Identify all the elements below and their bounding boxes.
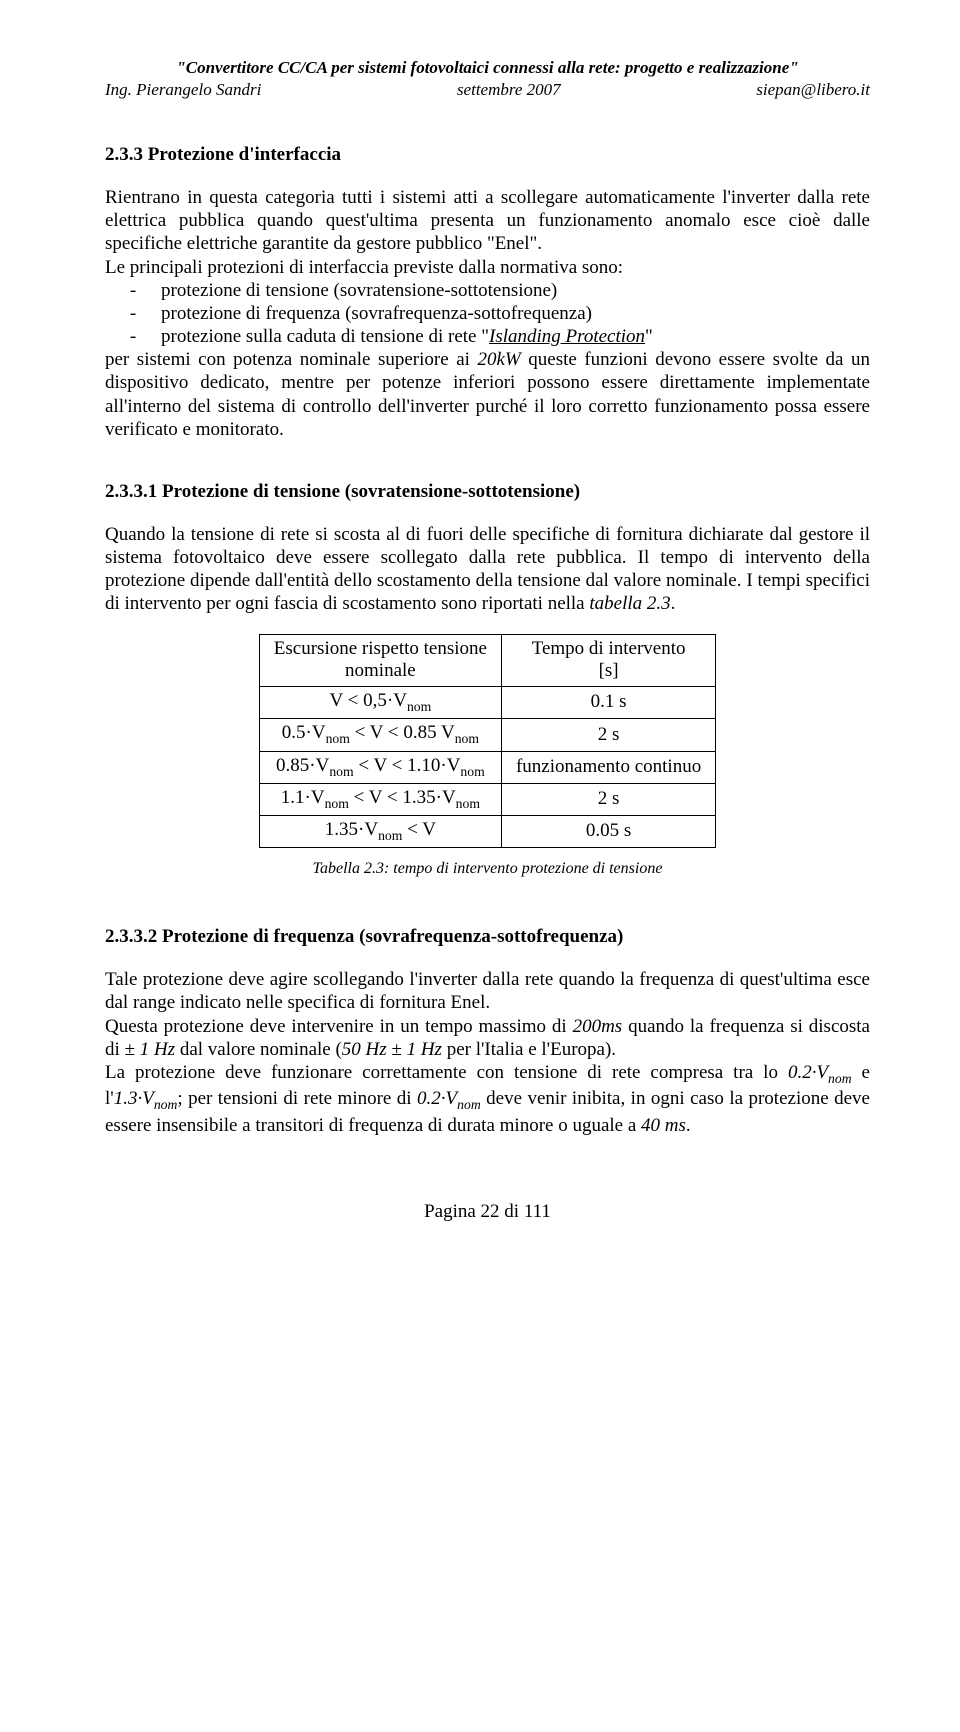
text: Escursione rispetto tensione xyxy=(274,638,487,659)
header-subtitle: Ing. Pierangelo Sandri settembre 2007 si… xyxy=(105,80,870,100)
sub: nom xyxy=(329,763,353,778)
list-item: - protezione sulla caduta di tensione di… xyxy=(105,325,870,348)
voltage-value: 0.2·V xyxy=(788,1062,828,1083)
power-value: 20kW xyxy=(477,349,520,370)
table-cell-time: 0.1 s xyxy=(501,687,715,719)
table-row: 1.35·Vnom < V 0.05 s xyxy=(259,816,715,848)
text: per l'Italia e l'Europa). xyxy=(442,1039,616,1060)
header-author: Ing. Pierangelo Sandri xyxy=(105,80,261,100)
table-cell-range: 1.1·Vnom < V < 1.35·Vnom xyxy=(259,783,501,815)
text: < V xyxy=(402,819,436,840)
table-cell-range: 0.85·Vnom < V < 1.10·Vnom xyxy=(259,751,501,783)
table-caption: Tabella 2.3: tempo di intervento protezi… xyxy=(105,860,870,878)
list-item-1: protezione di tensione (sovratensione-so… xyxy=(161,279,870,302)
table-row: 0.5·Vnom < V < 0.85 Vnom 2 s xyxy=(259,719,715,751)
sub: nom xyxy=(378,828,402,843)
text: 1.1·V xyxy=(281,787,325,808)
text: Questa protezione deve intervenire in un… xyxy=(105,1016,573,1037)
sub: nom xyxy=(460,763,484,778)
freq-value: 50 Hz ± 1 Hz xyxy=(342,1039,442,1060)
list-item-3: protezione sulla caduta di tensione di r… xyxy=(161,325,870,348)
list-dash: - xyxy=(105,302,161,325)
table-header-excursion: Escursione rispetto tensione nominale xyxy=(259,634,501,687)
text: < V < 1.10·V xyxy=(354,755,461,776)
text: Tale protezione deve agire scollegando l… xyxy=(105,969,870,1013)
table-cell-range: 0.5·Vnom < V < 0.85 Vnom xyxy=(259,719,501,751)
section-2-3-3-1-heading: 2.3.3.1 Protezione di tensione (sovraten… xyxy=(105,481,870,503)
header-title: "Convertitore CC/CA per sistemi fotovolt… xyxy=(105,58,870,78)
section-2-3-3-2-heading: 2.3.3.2 Protezione di frequenza (sovrafr… xyxy=(105,926,870,948)
list-dash: - xyxy=(105,279,161,302)
text: per sistemi con potenza nominale superio… xyxy=(105,349,477,370)
voltage-value: 0.2·V xyxy=(417,1088,457,1109)
table-ref: tabella 2.3 xyxy=(589,593,670,614)
text: < V < 1.35·V xyxy=(349,787,456,808)
table-cell-time: funzionamento continuo xyxy=(501,751,715,783)
list-item: - protezione di tensione (sovratensione-… xyxy=(105,279,870,302)
voltage-protection-table-wrap: Escursione rispetto tensione nominale Te… xyxy=(105,634,870,849)
table-row: 0.85·Vnom < V < 1.10·Vnom funzionamento … xyxy=(259,751,715,783)
sub: nom xyxy=(326,731,350,746)
table-header-time: Tempo di intervento [s] xyxy=(501,634,715,687)
voltage-protection-table: Escursione rispetto tensione nominale Te… xyxy=(259,634,716,849)
text: 0.5·V xyxy=(282,722,326,743)
text: 0.85·V xyxy=(276,755,329,776)
time-value: 200ms xyxy=(573,1016,623,1037)
text: Quando la tensione di rete si scosta al … xyxy=(105,524,870,615)
table-cell-time: 2 s xyxy=(501,719,715,751)
sub: nom xyxy=(456,796,480,811)
header-email: siepan@libero.it xyxy=(756,80,870,100)
text: . xyxy=(671,593,676,614)
text: . xyxy=(686,1115,691,1136)
section-2-3-3-1-para: Quando la tensione di rete si scosta al … xyxy=(105,523,870,616)
section-2-3-3-intro: Rientrano in questa categoria tutti i si… xyxy=(105,186,870,279)
sub: nom xyxy=(407,699,431,714)
section-2-3-3-heading: 2.3.3 Protezione d'interfaccia xyxy=(105,144,870,166)
freq-value: ± 1 Hz xyxy=(125,1039,176,1060)
protection-list: - protezione di tensione (sovratensione-… xyxy=(105,279,870,349)
text: Tempo di intervento xyxy=(532,638,686,659)
voltage-value: 1.3·V xyxy=(114,1088,154,1109)
table-cell-range: 1.35·Vnom < V xyxy=(259,816,501,848)
list-item-2: protezione di frequenza (sovrafrequenza-… xyxy=(161,302,870,325)
sub: nom xyxy=(457,1097,481,1112)
text: dal valore nominale ( xyxy=(175,1039,342,1060)
sub: nom xyxy=(455,731,479,746)
text: ; per tensioni di rete minore di xyxy=(177,1088,417,1109)
text: V < 0,5·V xyxy=(330,690,407,711)
list-item: - protezione di frequenza (sovrafrequenz… xyxy=(105,302,870,325)
text: " xyxy=(645,326,653,347)
text: [s] xyxy=(599,660,619,681)
text: Rientrano in questa categoria tutti i si… xyxy=(105,187,870,254)
header-date: settembre 2007 xyxy=(457,80,561,100)
list-dash: - xyxy=(105,325,161,348)
sub: nom xyxy=(325,796,349,811)
section-2-3-3-cont: per sistemi con potenza nominale superio… xyxy=(105,348,870,441)
section-2-3-3-2-para: Tale protezione deve agire scollegando l… xyxy=(105,968,870,1137)
text: nominale xyxy=(345,660,416,681)
table-row: 1.1·Vnom < V < 1.35·Vnom 2 s xyxy=(259,783,715,815)
sub: nom xyxy=(154,1097,178,1112)
sub: nom xyxy=(828,1071,852,1086)
table-cell-range: V < 0,5·Vnom xyxy=(259,687,501,719)
page-footer: Pagina 22 di 111 xyxy=(105,1201,870,1223)
table-header-row: Escursione rispetto tensione nominale Te… xyxy=(259,634,715,687)
page: "Convertitore CC/CA per sistemi fotovolt… xyxy=(0,0,960,1263)
islanding-term: Islanding Protection xyxy=(489,326,645,347)
time-value: 40 ms xyxy=(641,1115,686,1136)
text: < V < 0.85 V xyxy=(350,722,455,743)
text: Le principali protezioni di interfaccia … xyxy=(105,257,623,278)
text: protezione sulla caduta di tensione di r… xyxy=(161,326,489,347)
table-cell-time: 2 s xyxy=(501,783,715,815)
table-row: V < 0,5·Vnom 0.1 s xyxy=(259,687,715,719)
text: La protezione deve funzionare correttame… xyxy=(105,1062,788,1083)
text: 1.35·V xyxy=(325,819,378,840)
table-cell-time: 0.05 s xyxy=(501,816,715,848)
